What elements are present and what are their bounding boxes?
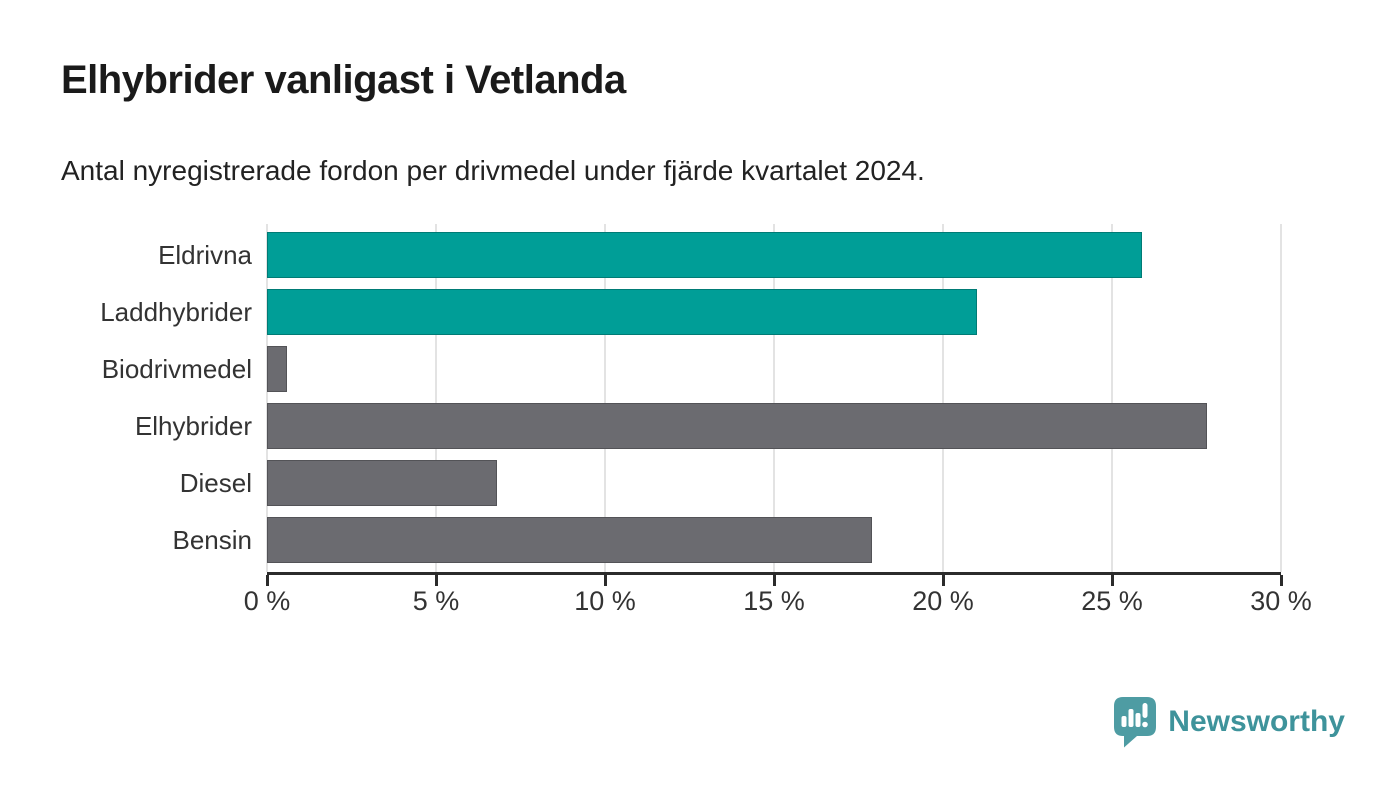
chart-title: Elhybrider vanligast i Vetlanda — [61, 58, 626, 102]
gridline — [266, 224, 268, 572]
axis-tick-label: 5 % — [412, 586, 460, 616]
axis-tick-label: 25 % — [1081, 586, 1143, 616]
axis-tick-label: 20 % — [912, 586, 974, 616]
gridline — [773, 224, 775, 572]
gridline — [435, 224, 437, 572]
axis-tick — [772, 575, 776, 586]
axis-tick — [603, 575, 607, 586]
category-axis: Eldrivna Laddhybrider Biodrivmedel Elhybrid… — [60, 224, 252, 572]
axis-tick — [265, 575, 269, 586]
gridline — [1280, 224, 1282, 572]
gridline — [1111, 224, 1113, 572]
axis-tick — [1279, 575, 1283, 586]
axis-tick — [1110, 575, 1114, 586]
axis-tick — [434, 575, 438, 586]
bar-eldrivna — [267, 232, 1143, 278]
category-label: Laddhybrider — [100, 297, 252, 327]
axis-tick-label: 30 % — [1250, 586, 1312, 616]
bar-elhybrider — [267, 403, 1207, 449]
plot-area — [266, 224, 1282, 575]
category-label: Bensin — [172, 525, 253, 555]
category-label: Diesel — [179, 468, 252, 498]
bar-laddhybrider — [267, 289, 977, 335]
newsworthy-logo: Newsworthy — [1113, 696, 1345, 748]
chart-subtitle: Antal nyregistrerade fordon per drivmede… — [61, 155, 925, 186]
category-label: Elhybrider — [134, 411, 252, 441]
gridline — [604, 224, 606, 572]
category-label: Biodrivmedel — [101, 354, 252, 384]
bar-biodrivmedel — [267, 346, 288, 392]
gridline — [942, 224, 944, 572]
x-axis-ticks — [265, 575, 1283, 587]
axis-tick-label: 10 % — [574, 586, 636, 616]
x-axis-tick-labels: 0 % 5 % 10 % 15 % 20 % 25 % 30 % — [244, 586, 1312, 618]
axis-tick-label: 0 % — [243, 586, 291, 616]
newsworthy-logo-text: Newsworthy — [1168, 705, 1345, 738]
axis-tick — [941, 575, 945, 586]
bar-diesel — [267, 460, 497, 506]
bar-bensin — [267, 517, 873, 563]
newsworthy-chart-bubble-icon — [1114, 697, 1157, 748]
category-label: Eldrivna — [158, 240, 252, 270]
axis-tick-label: 15 % — [743, 586, 805, 616]
